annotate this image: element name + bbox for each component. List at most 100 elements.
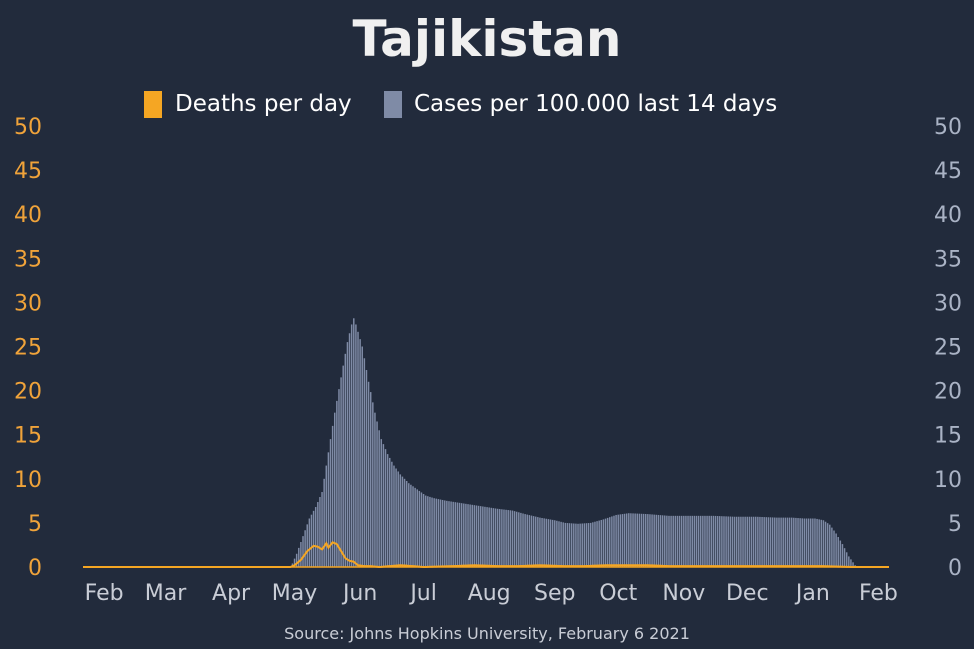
cases-bar xyxy=(708,515,710,567)
x-tick-label: Jun xyxy=(341,581,377,606)
cases-bar xyxy=(829,524,831,567)
cases-bar xyxy=(551,519,554,567)
cases-bar xyxy=(321,492,323,567)
cases-bar xyxy=(482,506,484,567)
cases-bar xyxy=(541,517,543,567)
x-tick-label: May xyxy=(272,581,317,606)
cases-bar xyxy=(372,402,374,567)
cases-bar xyxy=(754,516,757,567)
cases-bar xyxy=(471,504,473,567)
cases-bar xyxy=(562,522,564,567)
cases-bar xyxy=(685,515,687,567)
cases-bar xyxy=(748,516,751,567)
cases-bar xyxy=(666,515,668,567)
y-left-tick-label: 40 xyxy=(14,203,42,228)
cases-bar xyxy=(716,516,719,567)
cases-bar xyxy=(401,476,404,567)
cases-bar xyxy=(403,478,406,567)
cases-bar xyxy=(452,501,454,567)
cases-bar xyxy=(843,548,846,567)
cases-bar xyxy=(714,515,717,567)
cases-bar xyxy=(670,515,672,567)
cases-bar xyxy=(831,527,833,567)
cases-bar xyxy=(729,516,732,567)
cases-bar xyxy=(826,523,829,567)
cases-bar xyxy=(395,468,397,567)
cases-bar xyxy=(583,523,586,567)
cases-bar xyxy=(414,487,416,567)
cases-bar xyxy=(389,457,391,567)
cases-bar xyxy=(490,507,493,567)
cases-bar xyxy=(507,510,509,567)
cases-bar xyxy=(380,439,383,567)
cases-bar xyxy=(757,516,759,567)
cases-bar xyxy=(554,520,556,567)
cases-bar xyxy=(340,377,342,567)
cases-bar xyxy=(759,516,761,567)
cases-bar xyxy=(543,518,545,567)
cases-bar xyxy=(820,519,823,567)
cases-bar xyxy=(393,465,395,567)
cases-bar xyxy=(634,513,636,567)
cases-bar xyxy=(731,516,734,567)
cases-bar xyxy=(479,506,482,567)
cases-bar xyxy=(664,515,666,567)
cases-bar xyxy=(814,518,816,567)
cases-bar xyxy=(725,516,727,567)
cases-bar xyxy=(422,494,425,567)
cases-bar xyxy=(712,515,715,567)
cases-bar xyxy=(615,514,617,567)
cases-bar xyxy=(363,358,366,567)
y-right-tick-label: 0 xyxy=(948,556,962,581)
legend-label-deaths: Deaths per day xyxy=(175,91,352,117)
cases-bar xyxy=(721,516,723,567)
cases-bar xyxy=(469,504,471,567)
cases-bar xyxy=(733,516,736,567)
y-left-tick-label: 35 xyxy=(14,247,42,272)
cases-bar xyxy=(306,524,308,567)
x-tick-label: Sep xyxy=(534,581,575,606)
cases-bar xyxy=(710,515,713,567)
cases-bar xyxy=(325,465,328,567)
x-tick-label: Oct xyxy=(599,581,637,606)
cases-bar xyxy=(397,471,399,567)
cases-bar xyxy=(738,516,740,567)
cases-bar xyxy=(674,515,677,567)
cases-bar xyxy=(839,540,842,567)
cases-bar xyxy=(454,502,457,567)
cases-bar xyxy=(841,544,844,567)
cases-bar xyxy=(691,515,693,567)
cases-bar xyxy=(530,515,533,567)
cases-bar xyxy=(420,492,423,567)
y-left-tick-label: 5 xyxy=(28,512,42,537)
y-right-tick-label: 35 xyxy=(934,247,962,272)
cases-bar xyxy=(761,516,763,567)
cases-bar xyxy=(346,342,349,567)
cases-bar xyxy=(355,324,357,567)
cases-bar xyxy=(484,506,486,567)
cases-bar xyxy=(642,513,645,567)
cases-bar xyxy=(334,412,336,567)
cases-bar xyxy=(628,513,630,567)
cases-bar xyxy=(439,499,442,567)
cases-bar xyxy=(644,513,647,567)
y-right-tick-label: 45 xyxy=(934,159,962,184)
cases-bar xyxy=(492,508,495,567)
cases-bar xyxy=(592,522,594,567)
cases-bar xyxy=(619,514,622,567)
cases-bar xyxy=(532,516,535,567)
y-right-tick-label: 40 xyxy=(934,203,962,228)
y-right-tick-label: 20 xyxy=(934,380,962,405)
cases-bar xyxy=(558,521,560,567)
cases-bar xyxy=(564,522,567,567)
cases-bar xyxy=(539,517,541,567)
y-left-tick-label: 20 xyxy=(14,380,42,405)
cases-bar xyxy=(456,502,459,567)
cases-bar xyxy=(816,518,818,567)
cases-bar xyxy=(365,370,368,567)
legend-label-cases: Cases per 100.000 last 14 days xyxy=(414,91,777,117)
cases-bar xyxy=(602,519,605,567)
cases-bar xyxy=(672,515,674,567)
cases-bar xyxy=(295,553,298,567)
cases-bar xyxy=(416,489,418,567)
